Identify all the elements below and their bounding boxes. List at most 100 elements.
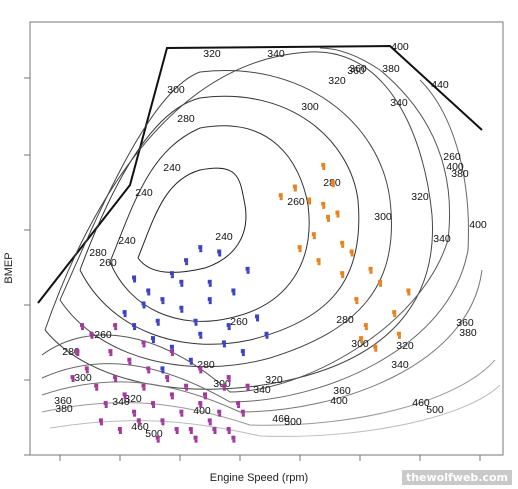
- data-point: [245, 383, 250, 388]
- data-point: [232, 292, 236, 296]
- data-point: [193, 318, 198, 323]
- contour-label: 460: [131, 421, 149, 433]
- data-point: [89, 331, 94, 336]
- data-point: [169, 392, 174, 397]
- data-point: [226, 427, 231, 432]
- contour-280: [79, 95, 360, 345]
- data-point: [160, 297, 165, 302]
- data-point: [240, 409, 245, 414]
- data-point: [174, 427, 179, 432]
- data-point: [81, 327, 85, 331]
- data-point: [198, 331, 203, 336]
- contour-label: 280: [177, 113, 195, 125]
- data-point: [141, 340, 146, 345]
- data-point: [95, 387, 99, 391]
- data-point: [198, 245, 203, 250]
- data-point: [392, 310, 397, 315]
- contour-label: 360: [333, 385, 351, 397]
- data-point: [213, 431, 217, 435]
- contour-label: 300: [74, 372, 92, 384]
- data-point: [99, 422, 103, 426]
- data-point: [246, 387, 250, 391]
- data-point: [161, 370, 165, 374]
- data-point: [279, 197, 283, 201]
- data-point: [85, 370, 89, 374]
- data-point: [185, 262, 189, 266]
- data-point: [179, 279, 184, 284]
- data-point: [325, 214, 330, 219]
- contour-label: 240: [135, 187, 153, 199]
- contour-label: 280: [336, 314, 354, 326]
- contour-label: 380: [459, 327, 477, 339]
- data-point: [241, 413, 245, 417]
- data-point: [232, 439, 236, 443]
- data-point: [114, 327, 118, 331]
- data-point: [104, 405, 108, 409]
- data-point: [231, 288, 236, 293]
- contour-label: 400: [193, 405, 211, 417]
- data-point: [188, 357, 193, 362]
- data-point: [132, 323, 137, 328]
- data-point: [221, 383, 226, 388]
- data-point: [133, 413, 137, 417]
- contour-label: 260: [287, 196, 305, 208]
- contour-460: [41, 359, 496, 426]
- data-point: [194, 322, 198, 326]
- data-point: [298, 249, 302, 253]
- data-point: [122, 392, 127, 397]
- contour-label: 460: [272, 413, 290, 425]
- data-point: [265, 335, 269, 339]
- data-point: [141, 301, 146, 306]
- contour-label: 240: [163, 162, 181, 174]
- contour-340: [41, 47, 451, 393]
- data-point: [311, 232, 316, 237]
- data-point: [340, 271, 345, 276]
- data-point: [184, 383, 189, 388]
- data-point: [312, 236, 316, 240]
- data-point: [76, 353, 80, 357]
- contour-label: 400: [391, 41, 409, 53]
- data-point: [151, 405, 155, 409]
- data-point: [397, 335, 401, 339]
- contour-label: 440: [431, 79, 449, 91]
- contour-label: 360: [349, 63, 367, 75]
- data-point: [349, 249, 354, 254]
- data-point: [170, 353, 174, 357]
- contour-label: 320: [203, 48, 221, 60]
- data-point: [406, 288, 411, 293]
- data-point: [363, 323, 368, 328]
- data-point: [146, 288, 151, 293]
- contour-label: 380: [451, 168, 469, 180]
- contour-label: 240: [118, 235, 136, 247]
- data-point: [245, 266, 250, 271]
- data-point: [184, 258, 189, 263]
- data-point: [241, 353, 245, 357]
- data-point: [189, 431, 193, 435]
- x-axis-label: Engine Speed (rpm): [209, 472, 309, 484]
- data-point: [335, 210, 340, 215]
- data-point: [198, 366, 203, 371]
- data-point: [180, 413, 184, 417]
- contour-label: 360: [54, 395, 72, 407]
- data-point: [227, 431, 231, 435]
- contour-label: 400: [330, 395, 348, 407]
- data-point: [236, 401, 241, 406]
- data-point: [218, 253, 222, 257]
- data-point: [207, 279, 212, 284]
- contour-label: 340: [112, 396, 130, 408]
- contour-240: [137, 167, 247, 273]
- data-point: [246, 270, 250, 274]
- data-point: [255, 314, 260, 319]
- data-point: [292, 184, 297, 189]
- data-point: [207, 297, 212, 302]
- data-point: [360, 340, 364, 344]
- data-point: [199, 405, 203, 409]
- data-points: [70, 162, 411, 443]
- data-point: [212, 427, 217, 432]
- data-point: [155, 318, 160, 323]
- contour-260: [109, 125, 310, 322]
- data-point: [374, 348, 378, 352]
- data-point: [208, 283, 212, 287]
- data-point: [122, 310, 127, 315]
- data-point: [90, 335, 94, 339]
